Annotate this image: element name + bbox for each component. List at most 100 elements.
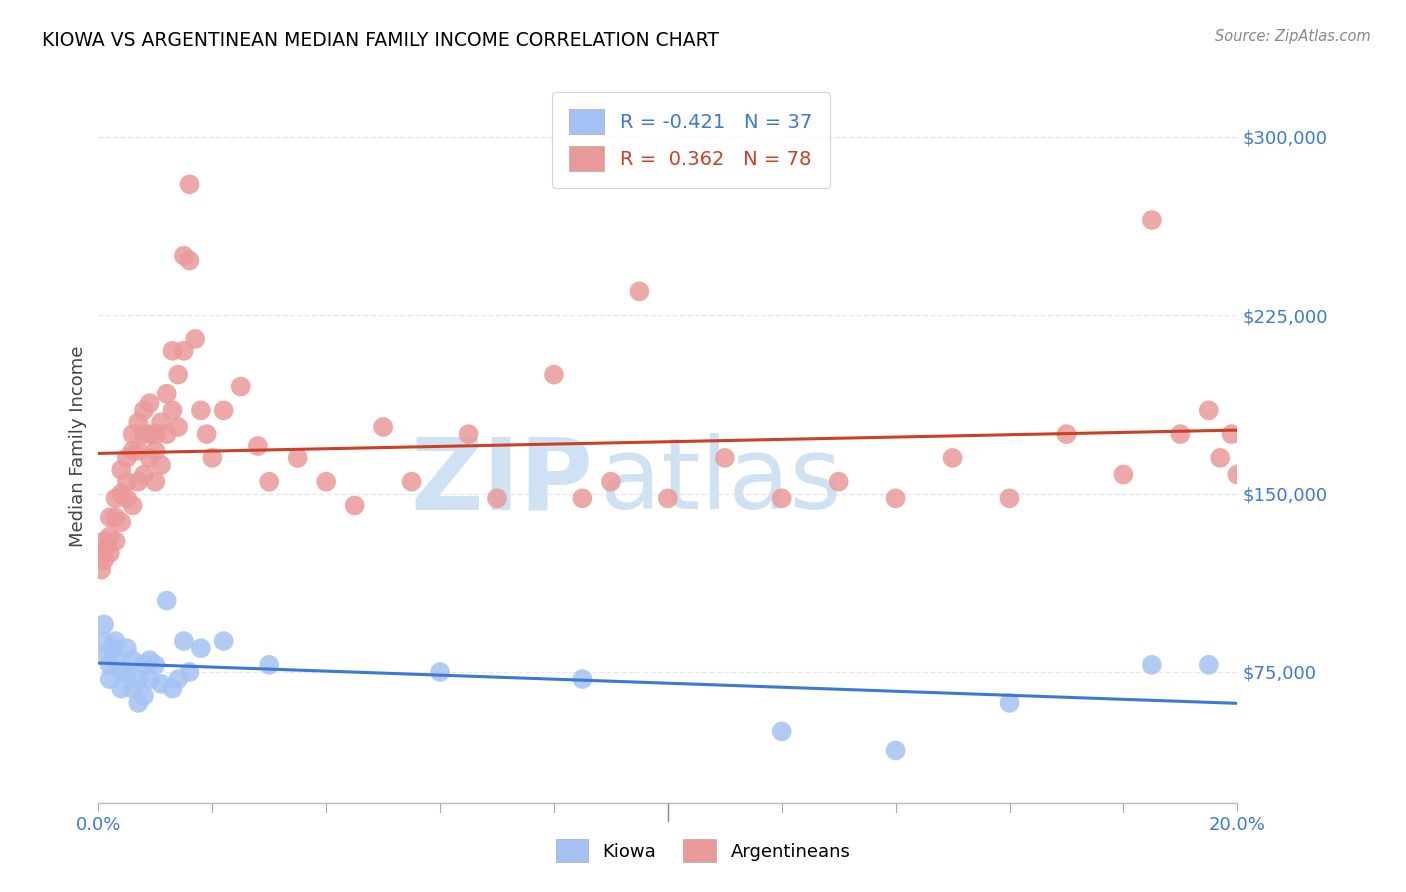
- Point: [115, 475, 138, 489]
- Point: [150, 677, 173, 691]
- Point: [173, 249, 195, 263]
- Point: [110, 515, 132, 529]
- Point: [96, 648, 118, 663]
- Point: [942, 450, 965, 465]
- Point: [429, 665, 451, 679]
- Point: [179, 253, 201, 268]
- Point: [110, 463, 132, 477]
- Point: [167, 368, 190, 382]
- Point: [156, 427, 179, 442]
- Point: [132, 689, 155, 703]
- Point: [110, 681, 132, 696]
- Point: [115, 641, 138, 656]
- Point: [104, 634, 127, 648]
- Point: [246, 439, 269, 453]
- Point: [132, 467, 155, 482]
- Point: [150, 415, 173, 429]
- Point: [162, 681, 184, 696]
- Point: [156, 386, 179, 401]
- Point: [212, 403, 235, 417]
- Point: [121, 681, 143, 696]
- Point: [145, 657, 167, 672]
- Text: atlas: atlas: [599, 434, 841, 530]
- Point: [127, 475, 149, 489]
- Point: [1226, 467, 1249, 482]
- Point: [1112, 467, 1135, 482]
- Legend: R = -0.421   N = 37, R =  0.362   N = 78: R = -0.421 N = 37, R = 0.362 N = 78: [551, 92, 830, 188]
- Point: [127, 696, 149, 710]
- Point: [167, 672, 190, 686]
- Point: [173, 343, 195, 358]
- Point: [127, 672, 149, 686]
- Point: [259, 657, 281, 672]
- Point: [600, 475, 623, 489]
- Point: [132, 427, 155, 442]
- Point: [121, 443, 143, 458]
- Point: [628, 285, 651, 299]
- Point: [884, 743, 907, 757]
- Point: [184, 332, 207, 346]
- Point: [127, 443, 149, 458]
- Point: [162, 343, 184, 358]
- Point: [1209, 450, 1232, 465]
- Point: [98, 510, 121, 524]
- Point: [121, 653, 143, 667]
- Point: [90, 563, 112, 577]
- Point: [91, 546, 114, 560]
- Point: [1220, 427, 1243, 442]
- Point: [98, 672, 121, 686]
- Point: [138, 427, 160, 442]
- Point: [770, 724, 793, 739]
- Point: [162, 403, 184, 417]
- Point: [1170, 427, 1192, 442]
- Point: [373, 420, 395, 434]
- Point: [104, 510, 127, 524]
- Point: [259, 475, 281, 489]
- Point: [1140, 657, 1163, 672]
- Point: [998, 696, 1021, 710]
- Point: [179, 178, 201, 192]
- Point: [156, 593, 179, 607]
- Point: [179, 665, 201, 679]
- Point: [201, 450, 224, 465]
- Point: [115, 491, 138, 506]
- Point: [138, 396, 160, 410]
- Legend: Kiowa, Argentineans: Kiowa, Argentineans: [548, 832, 858, 870]
- Point: [145, 427, 167, 442]
- Point: [145, 443, 167, 458]
- Point: [1056, 427, 1078, 442]
- Point: [457, 427, 479, 442]
- Point: [828, 475, 851, 489]
- Point: [315, 475, 337, 489]
- Point: [115, 665, 138, 679]
- Point: [145, 475, 167, 489]
- Point: [110, 665, 132, 679]
- Point: [104, 491, 127, 506]
- Point: [571, 491, 593, 506]
- Point: [884, 491, 907, 506]
- Point: [91, 634, 114, 648]
- Point: [173, 634, 195, 648]
- Point: [212, 634, 235, 648]
- Point: [138, 450, 160, 465]
- Point: [486, 491, 509, 506]
- Point: [93, 553, 115, 567]
- Text: Source: ZipAtlas.com: Source: ZipAtlas.com: [1215, 29, 1371, 44]
- Text: KIOWA VS ARGENTINEAN MEDIAN FAMILY INCOME CORRELATION CHART: KIOWA VS ARGENTINEAN MEDIAN FAMILY INCOM…: [42, 31, 720, 50]
- Point: [190, 403, 212, 417]
- Point: [93, 617, 115, 632]
- Point: [195, 427, 218, 442]
- Point: [127, 415, 149, 429]
- Point: [229, 379, 252, 393]
- Point: [998, 491, 1021, 506]
- Point: [1198, 403, 1220, 417]
- Point: [121, 427, 143, 442]
- Point: [101, 641, 124, 656]
- Point: [115, 450, 138, 465]
- Point: [343, 499, 366, 513]
- Point: [93, 534, 115, 549]
- Point: [132, 657, 155, 672]
- Point: [104, 534, 127, 549]
- Point: [96, 539, 118, 553]
- Point: [98, 546, 121, 560]
